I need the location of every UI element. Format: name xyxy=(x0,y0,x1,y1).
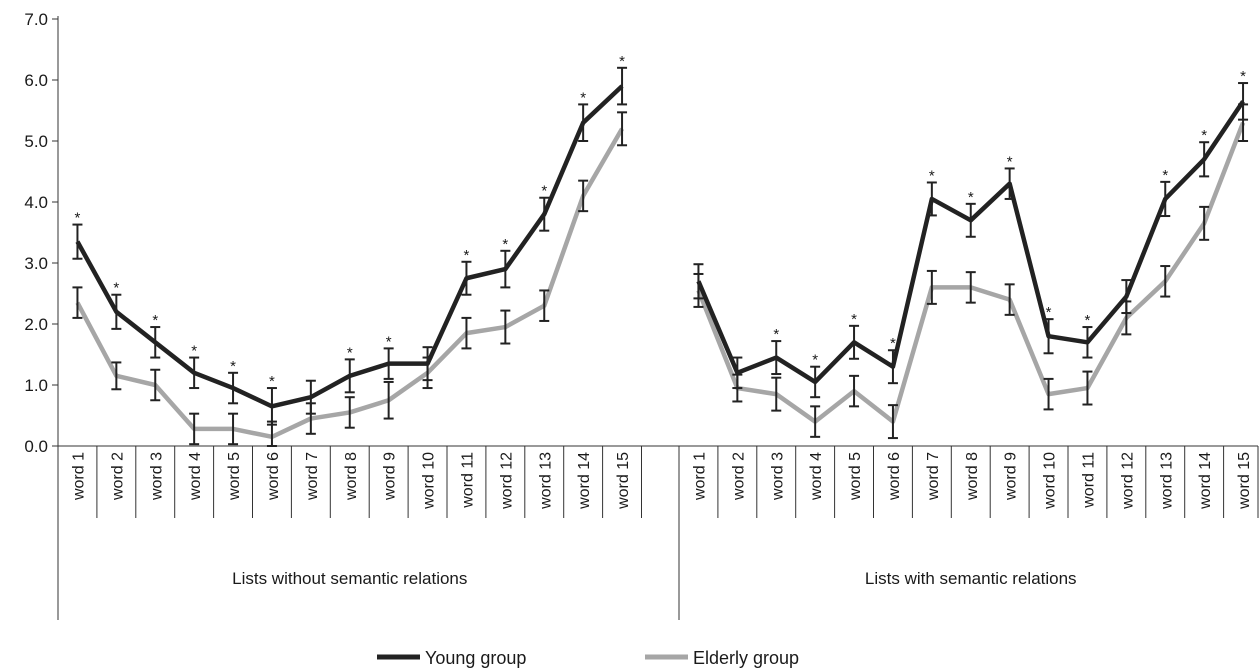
significance-marker: * xyxy=(230,358,236,375)
significance-marker: * xyxy=(269,373,275,390)
x-tick-label: word 7 xyxy=(925,452,942,501)
significance-marker: * xyxy=(347,344,353,361)
x-tick-label: word 6 xyxy=(886,452,903,501)
group-2: word 1 word 2 word 3 word 4 word 5 word 6 word… xyxy=(678,68,1259,620)
x-tick-label: word 3 xyxy=(148,452,165,501)
significance-marker: * xyxy=(1085,312,1091,329)
x-tick-label: word 9 xyxy=(382,452,399,501)
series-young-group xyxy=(693,82,1249,399)
significance-marker: * xyxy=(152,312,158,329)
significance-marker: * xyxy=(386,333,392,350)
significance-marker: * xyxy=(619,53,625,70)
group-1: word 1 word 2 word 3 word 4 word 5 word 6 word… xyxy=(70,53,642,588)
group-label: Lists with semantic relations xyxy=(865,569,1077,588)
significance-marker: * xyxy=(580,89,586,106)
axes: 0.0 1.0 2.0 3.0 4.0 5.0 6.0 7.0 xyxy=(24,10,1258,620)
series-line xyxy=(696,100,1245,385)
series-elderly-group xyxy=(693,103,1249,440)
x-tick-label: word 11 xyxy=(459,452,476,509)
significance-marker: * xyxy=(1201,127,1207,144)
significance-marker: * xyxy=(75,210,81,227)
x-tick-label: word 4 xyxy=(187,452,204,501)
x-tick-label: word 1 xyxy=(70,452,87,501)
significance-marker: * xyxy=(773,326,779,343)
significance-marker: * xyxy=(1240,68,1246,85)
y-tick-label: 2.0 xyxy=(24,315,48,334)
significance-marker: * xyxy=(851,311,857,328)
significance-marker: * xyxy=(812,352,818,369)
x-tick-label: word 13 xyxy=(537,452,554,510)
x-tick-label: word 1 xyxy=(691,452,708,501)
series-young-group xyxy=(72,66,628,426)
significance-marker: * xyxy=(890,335,896,352)
significance-marker: * xyxy=(191,343,197,360)
x-tick-label: word 12 xyxy=(1119,452,1136,510)
y-tick-label: 5.0 xyxy=(24,132,48,151)
significance-marker: * xyxy=(1162,167,1168,184)
y-tick-label: 0.0 xyxy=(24,437,48,456)
legend: Young group Elderly group xyxy=(377,648,799,668)
significance-marker: * xyxy=(113,280,119,297)
x-tick-label: word 8 xyxy=(343,452,360,501)
x-tick-label: word 2 xyxy=(109,452,126,501)
x-tick-label: word 11 xyxy=(1080,452,1097,509)
y-tick-label: 1.0 xyxy=(24,376,48,395)
x-tick-label: word 9 xyxy=(1003,452,1020,501)
significance-marker: * xyxy=(464,247,470,264)
significance-marker: * xyxy=(1046,304,1052,321)
x-tick-label: word 15 xyxy=(1236,452,1253,510)
x-tick-label: word 10 xyxy=(1042,452,1059,510)
significance-marker: * xyxy=(929,167,935,184)
x-tick-label: word 3 xyxy=(769,452,786,501)
significance-marker: * xyxy=(968,189,974,206)
y-tick-label: 3.0 xyxy=(24,254,48,273)
x-tick-label: word 5 xyxy=(847,452,864,501)
series-elderly-group xyxy=(72,111,628,447)
x-tick-label: word 6 xyxy=(265,452,282,501)
y-tick-label: 4.0 xyxy=(24,193,48,212)
x-tick-label: word 12 xyxy=(498,452,515,510)
x-tick-label: word 5 xyxy=(226,452,243,501)
significance-marker: * xyxy=(502,236,508,253)
x-tick-label: word 14 xyxy=(576,452,593,510)
x-tick-label: word 2 xyxy=(730,452,747,501)
x-tick-label: word 14 xyxy=(1197,452,1214,510)
x-tick-label: word 13 xyxy=(1158,452,1175,510)
significance-marker: * xyxy=(1007,153,1013,170)
significance-marker: * xyxy=(541,183,547,200)
x-tick-label: word 15 xyxy=(615,452,632,510)
legend-young-label: Young group xyxy=(425,648,526,668)
x-tick-label: word 8 xyxy=(964,452,981,501)
group-label: Lists without semantic relations xyxy=(232,569,467,588)
x-tick-label: word 10 xyxy=(421,452,438,510)
y-tick-label: 7.0 xyxy=(24,10,48,29)
y-tick-label: 6.0 xyxy=(24,71,48,90)
x-tick-label: word 7 xyxy=(304,452,321,501)
x-tick-label: word 4 xyxy=(808,452,825,501)
chart-groups: word 1 word 2 word 3 word 4 word 5 word 6 word… xyxy=(70,53,1259,620)
legend-elderly-label: Elderly group xyxy=(693,648,799,668)
